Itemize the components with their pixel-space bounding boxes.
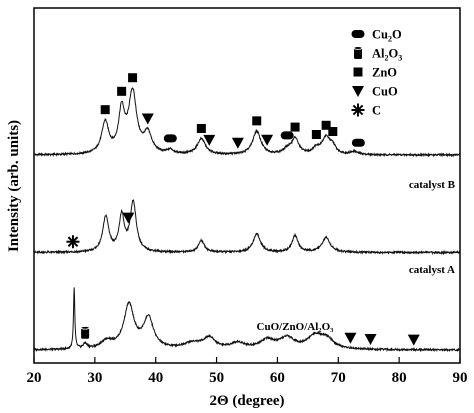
x-axis-title: 2Θ (degree) [209,393,284,409]
x-tick-label: 50 [209,370,224,386]
series-curves [33,87,461,353]
marker-cuo [407,334,420,346]
marker-cuo [141,113,154,125]
x-tick-label: 90 [453,370,468,386]
x-tick-label: 30 [87,370,102,386]
marker-zno [196,123,206,133]
marker-zno [311,130,321,140]
plot-frame [33,7,461,364]
marker-cu2o [280,131,294,140]
marker-zno [100,105,110,115]
marker-al2o3 [353,46,363,59]
marker-cuo [364,334,377,346]
legend-label: Al2O3 [372,47,402,63]
marker-cu2o [163,134,177,143]
series-label: catalyst B [409,179,456,191]
legend-label: CuO [372,85,398,99]
marker-zno [290,122,300,132]
series-line [33,287,461,353]
marker-cuo [344,332,357,344]
marker-cuo [261,134,274,146]
x-tick-label: 60 [270,370,285,386]
series-labels: catalyst B catalyst A CuO/ZnO/Al₂O₃ [257,179,456,333]
legend: Cu2O Al2O3 ZnO CuO C [351,28,402,118]
x-tick-label: 40 [148,370,163,386]
marker-zno [321,120,331,130]
x-tick-label: 80 [392,370,407,386]
marker-cuo [231,137,244,149]
legend-label: C [372,104,381,118]
series-label: catalyst A [409,264,455,276]
phase-markers [66,73,420,346]
marker-cuo [352,86,364,97]
x-tick-label: 70 [331,370,346,386]
legend-label: ZnO [372,66,397,80]
marker-al2o3 [80,325,90,339]
marker-c [66,235,80,249]
marker-cuo [203,134,216,146]
legend-label: Cu2O [372,28,402,44]
marker-zno [117,86,127,96]
marker-zno [353,67,363,77]
marker-c [351,103,365,117]
series-line [33,199,461,256]
marker-cu2o [351,138,365,147]
marker-cu2o [351,30,365,38]
marker-zno [252,116,262,126]
marker-zno [328,127,338,137]
x-ticks: 20 30 40 50 60 70 80 90 [27,357,468,386]
series-label: CuO/ZnO/Al₂O₃ [257,321,335,333]
y-axis-title: Intensity (arb. units) [6,120,22,252]
marker-cuo [122,212,135,224]
series-line [33,87,461,158]
x-tick-label: 20 [27,370,42,386]
marker-zno [128,73,138,83]
